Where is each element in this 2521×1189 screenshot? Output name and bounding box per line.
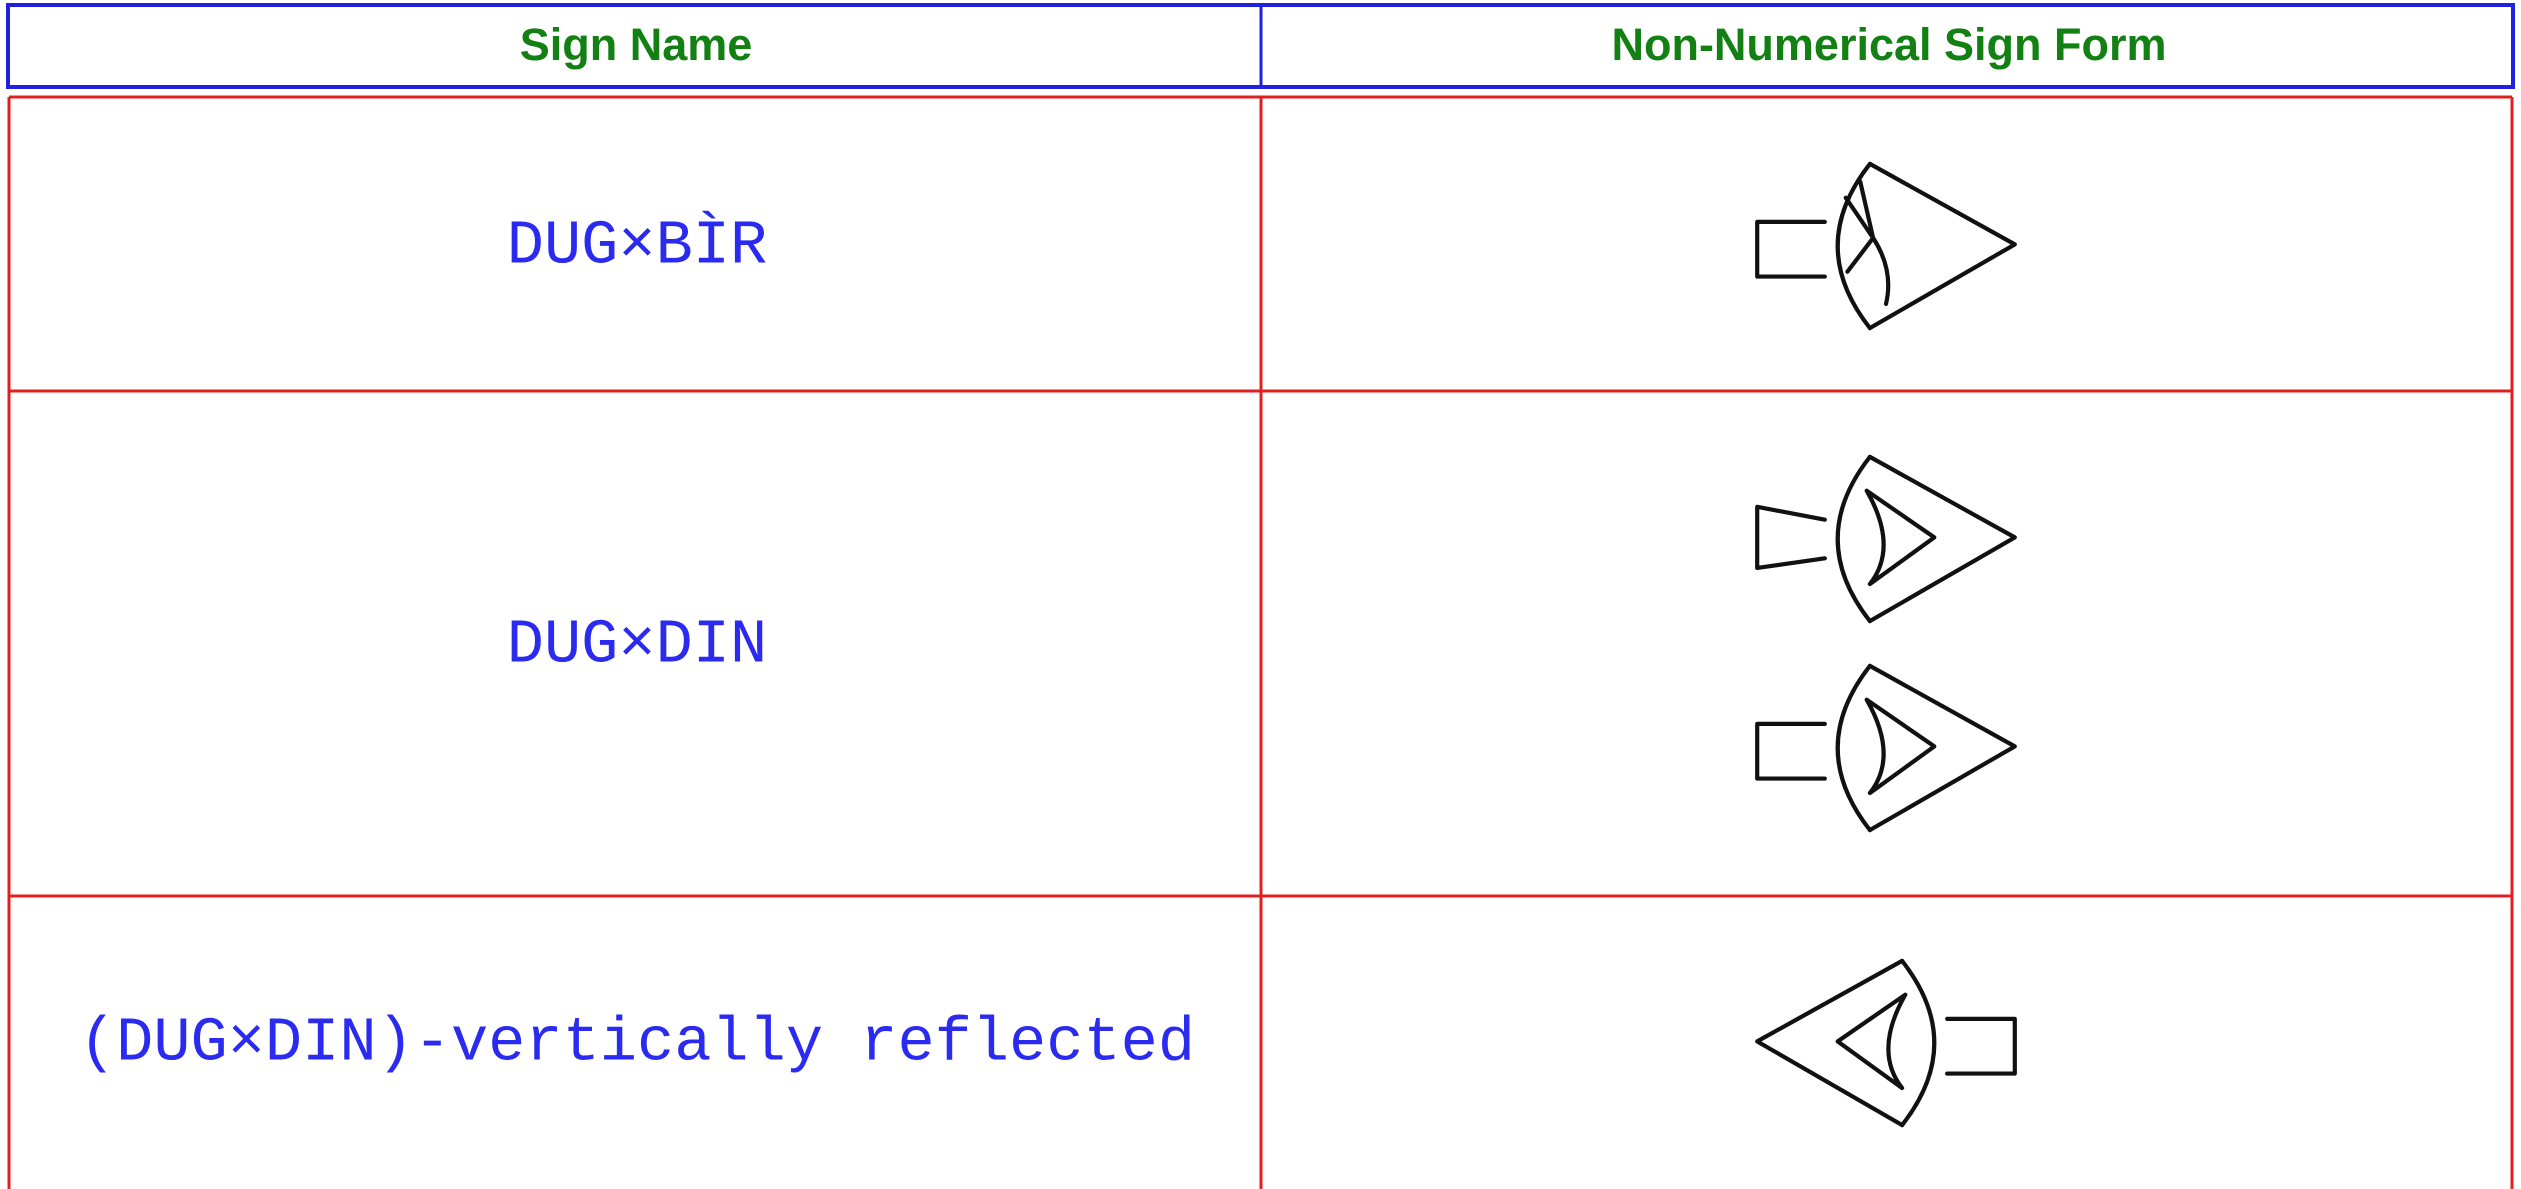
sign-glyph [1755,663,2017,833]
sign-glyph [1755,161,2017,331]
header-cell: Sign Name [520,19,753,70]
header-cell: Non-Numerical Sign Form [1611,19,2166,70]
sign-name: DUG×BÌR [507,210,767,281]
sign-glyph [1755,454,2017,624]
sign-glyph [1755,958,2017,1128]
body-grid [7,95,2514,1189]
sign-name: (DUG×DIN)-vertically reflected [79,1007,1195,1078]
sign-name: DUG×DIN [507,609,767,680]
